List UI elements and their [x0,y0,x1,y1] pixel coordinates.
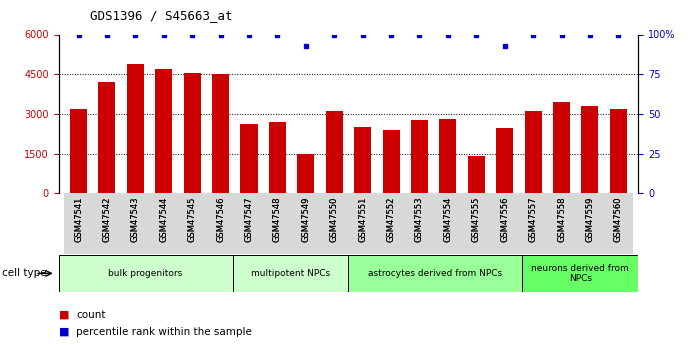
Text: GSM47544: GSM47544 [159,196,168,241]
Bar [212,74,229,193]
Text: GSM47556: GSM47556 [500,196,509,242]
Bar [519,193,547,254]
Bar [64,193,92,254]
Bar [522,255,638,292]
Bar [524,111,542,193]
Text: GSM47549: GSM47549 [302,196,310,241]
Text: neurons derived from
NPCs: neurons derived from NPCs [531,264,629,283]
Text: ■: ■ [59,310,69,319]
Text: percentile rank within the sample: percentile rank within the sample [76,327,252,337]
Bar [440,119,456,193]
Bar [547,193,575,254]
Bar [59,255,233,292]
Text: GSM47549: GSM47549 [302,196,310,241]
Text: bulk progenitors: bulk progenitors [108,269,183,278]
Bar [468,156,485,193]
Bar [206,193,235,254]
Text: GSM47551: GSM47551 [358,196,367,241]
Bar [233,255,348,292]
Bar [434,193,462,254]
Text: GSM47550: GSM47550 [330,196,339,241]
Text: multipotent NPCs: multipotent NPCs [251,269,330,278]
Bar [491,193,519,254]
Bar [462,193,491,254]
Bar [92,193,121,254]
Bar [269,122,286,193]
Text: GSM47558: GSM47558 [557,196,566,242]
Bar [297,154,315,193]
Bar [348,193,377,254]
Bar [241,125,257,193]
Text: GSM47560: GSM47560 [614,196,623,242]
Bar [405,193,434,254]
Bar [411,120,428,193]
Bar [155,69,172,193]
Text: GSM47548: GSM47548 [273,196,282,242]
Text: ■: ■ [59,327,69,337]
Text: GSM47543: GSM47543 [131,196,140,242]
Bar [320,193,348,254]
Text: GSM47545: GSM47545 [188,196,197,241]
Text: GSM47555: GSM47555 [472,196,481,241]
Bar [178,193,206,254]
Text: count: count [76,310,106,319]
Text: GSM47555: GSM47555 [472,196,481,241]
Text: GSM47551: GSM47551 [358,196,367,241]
Text: GSM47542: GSM47542 [102,196,112,241]
Text: GSM47550: GSM47550 [330,196,339,241]
Text: GDS1396 / S45663_at: GDS1396 / S45663_at [90,9,233,22]
Bar [377,193,405,254]
Text: GSM47548: GSM47548 [273,196,282,242]
Text: cell type: cell type [2,268,47,278]
Bar [70,109,87,193]
Text: GSM47560: GSM47560 [614,196,623,242]
Text: GSM47547: GSM47547 [244,196,253,242]
Bar [121,193,150,254]
Text: GSM47544: GSM47544 [159,196,168,241]
Bar [610,109,627,193]
Bar [184,73,201,193]
Bar [604,193,633,254]
Bar [292,193,320,254]
Bar [348,255,522,292]
Bar [354,127,371,193]
Text: GSM47553: GSM47553 [415,196,424,242]
Bar [326,111,343,193]
Bar [582,106,598,193]
Bar [382,130,400,193]
Text: GSM47554: GSM47554 [444,196,453,241]
Bar [99,82,115,193]
Text: GSM47546: GSM47546 [216,196,225,242]
Bar [150,193,178,254]
Text: astrocytes derived from NPCs: astrocytes derived from NPCs [368,269,502,278]
Bar [263,193,292,254]
Text: GSM47557: GSM47557 [529,196,538,242]
Text: GSM47542: GSM47542 [102,196,112,241]
Text: GSM47558: GSM47558 [557,196,566,242]
Text: GSM47559: GSM47559 [585,196,595,241]
Text: GSM47546: GSM47546 [216,196,225,242]
Text: GSM47552: GSM47552 [386,196,395,241]
Text: GSM47556: GSM47556 [500,196,509,242]
Text: GSM47547: GSM47547 [244,196,253,242]
Bar [553,102,570,193]
Text: GSM47541: GSM47541 [74,196,83,241]
Text: GSM47554: GSM47554 [444,196,453,241]
Text: GSM47553: GSM47553 [415,196,424,242]
Bar [575,193,604,254]
Text: GSM47557: GSM47557 [529,196,538,242]
Text: GSM47559: GSM47559 [585,196,595,241]
Text: GSM47552: GSM47552 [386,196,395,241]
Text: GSM47543: GSM47543 [131,196,140,242]
Text: GSM47541: GSM47541 [74,196,83,241]
Bar [235,193,263,254]
Bar [127,63,144,193]
Text: GSM47545: GSM47545 [188,196,197,241]
Bar [496,128,513,193]
